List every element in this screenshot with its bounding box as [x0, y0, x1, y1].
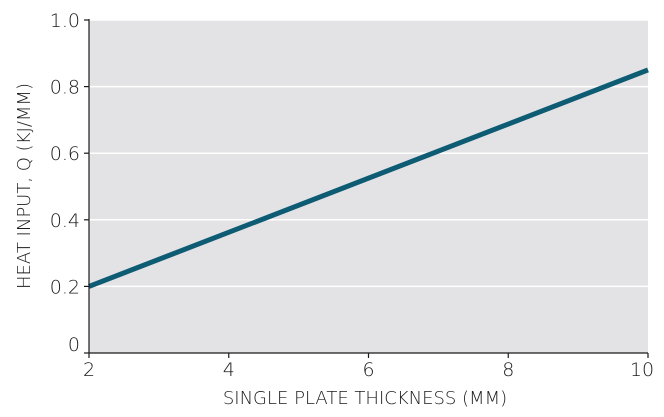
y-tick-label: 0	[68, 334, 80, 356]
y-axis-title: HEAT INPUT, Q (KJ/MM)	[14, 83, 35, 289]
x-axis-title: SINGLE PLATE THICKNESS (MM)	[223, 388, 507, 409]
plot-area	[89, 20, 648, 353]
y-tick-label: 0.2	[50, 276, 80, 298]
series-group	[88, 67, 649, 289]
y-tick-label: 1.0	[50, 10, 80, 32]
y-tick-label: 0.8	[50, 77, 80, 99]
x-tick-label: 2	[83, 359, 95, 381]
gridlines	[89, 19, 648, 288]
x-tick-label: 8	[502, 359, 514, 381]
x-tick-label: 6	[362, 359, 374, 381]
y-tick-labels: 0 0.2 0.4 0.6 0.8 1.0	[50, 10, 89, 356]
y-tick-label: 0.6	[50, 143, 80, 165]
x-tick-label: 10	[630, 359, 654, 381]
x-tick-label: 4	[223, 359, 235, 381]
series-line	[88, 67, 649, 289]
y-tick-label: 0.4	[50, 210, 80, 232]
x-tick-labels: 2 4 6 8 10	[83, 353, 654, 381]
